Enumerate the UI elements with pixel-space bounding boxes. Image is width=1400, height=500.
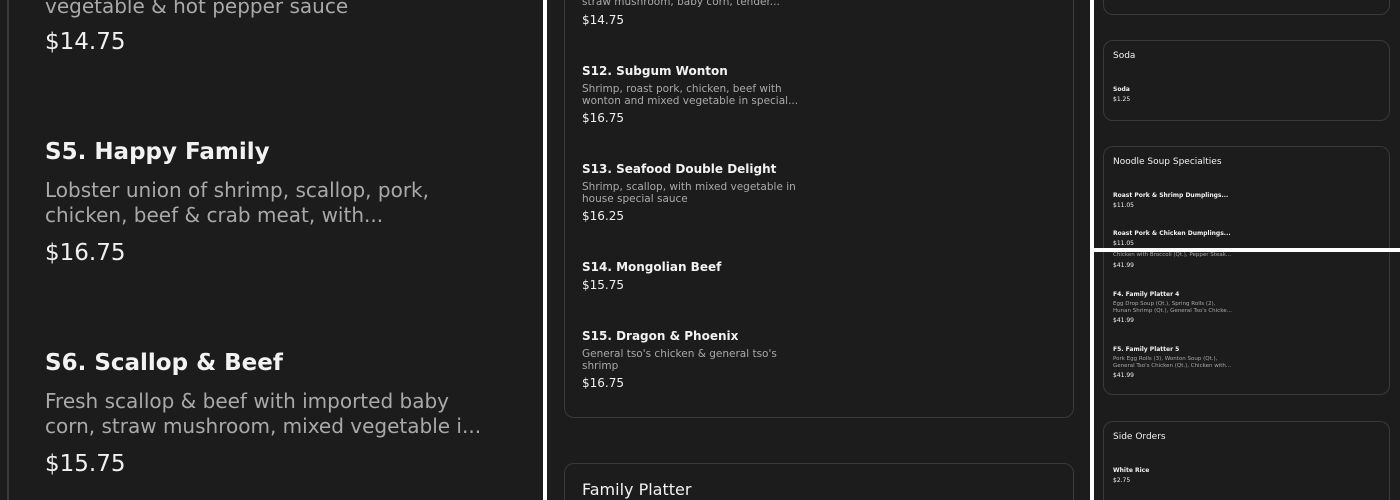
item-title: F4. Family Platter 4 bbox=[1113, 291, 1180, 298]
menu-section-card-noodle bbox=[1103, 146, 1390, 248]
item-price: $11.05 bbox=[1113, 202, 1134, 209]
item-desc: straw mushroom, baby corn, tender... bbox=[582, 0, 780, 8]
item-price: $16.75 bbox=[582, 111, 624, 125]
item-price: $14.75 bbox=[582, 13, 624, 27]
menu-section-card-side-orders bbox=[1103, 421, 1390, 500]
item-price: $1.25 bbox=[1113, 96, 1131, 103]
item-title: Roast Pork & Shrimp Dumplings... bbox=[1113, 192, 1229, 199]
item-desc: chicken, beef & crab meat, with... bbox=[45, 203, 384, 227]
item-desc: Fresh scallop & beef with imported baby bbox=[45, 389, 449, 413]
item-title: S13. Seafood Double Delight bbox=[582, 162, 777, 176]
middle-panel: straw mushroom, baby corn, tender... $14… bbox=[547, 0, 1090, 500]
menu-section-card-soda bbox=[1103, 40, 1390, 121]
item-price: $41.99 bbox=[1113, 317, 1134, 324]
item-desc: shrimp bbox=[582, 360, 619, 372]
item-title: S14. Mongolian Beef bbox=[582, 260, 722, 274]
item-price: $11.05 bbox=[1113, 240, 1134, 247]
item-title: S15. Dragon & Phoenix bbox=[582, 329, 739, 343]
item-price: $2.75 bbox=[1113, 477, 1131, 484]
item-title: F5. Family Platter 5 bbox=[1113, 346, 1180, 353]
item-price: $16.75 bbox=[45, 240, 126, 266]
section-heading: Soda bbox=[1113, 51, 1136, 61]
item-title: S6. Scallop & Beef bbox=[45, 350, 283, 376]
menu-section-card bbox=[564, 463, 1074, 500]
menu-section-card bbox=[1103, 252, 1390, 395]
section-heading: Noodle Soup Specialties bbox=[1113, 157, 1222, 167]
card-border bbox=[7, 0, 9, 500]
item-price: $16.25 bbox=[582, 209, 624, 223]
item-title: Soda bbox=[1113, 86, 1130, 93]
item-desc: General Tso's Chicken (Qt.), Chicken wit… bbox=[1113, 363, 1232, 369]
item-price: $16.75 bbox=[582, 376, 624, 390]
right-bottom-panel: Chicken with Broccoli (Qt.), Pepper Stea… bbox=[1094, 252, 1400, 500]
left-panel: vegetable & hot pepper sauce $14.75 S5. … bbox=[0, 0, 543, 500]
section-heading: Family Platter bbox=[582, 480, 692, 499]
item-desc: house special sauce bbox=[582, 193, 688, 205]
item-desc: General tso's chicken & general tso's bbox=[582, 348, 777, 360]
item-price: $41.99 bbox=[1113, 262, 1134, 269]
item-desc: Lobster union of shrimp, scallop, pork, bbox=[45, 178, 429, 202]
item-desc: Shrimp, scallop, with mixed vegetable in bbox=[582, 181, 796, 193]
item-price: $15.75 bbox=[45, 451, 126, 477]
item-title: S12. Subgum Wonton bbox=[582, 64, 728, 78]
right-top-panel: Soda Soda $1.25 Noodle Soup Specialties … bbox=[1094, 0, 1400, 248]
item-desc: wonton and mixed vegetable in special... bbox=[582, 95, 799, 107]
menu-section-card bbox=[1103, 0, 1390, 15]
item-desc: Hunan Shrimp (Qt.), General Tso's Chicke… bbox=[1113, 308, 1232, 314]
item-title: S5. Happy Family bbox=[45, 139, 270, 165]
item-price: $41.99 bbox=[1113, 372, 1134, 379]
item-price: $14.75 bbox=[45, 29, 126, 55]
item-price: $15.75 bbox=[582, 278, 624, 292]
item-desc: corn, straw mushroom, mixed vegetable i.… bbox=[45, 414, 482, 438]
menu-section-card bbox=[564, 0, 1074, 418]
item-desc: Egg Drop Soup (Qt.), Spring Rolls (2), bbox=[1113, 301, 1216, 307]
item-desc: Pork Egg Rolls (3), Wonton Soup (Qt.), bbox=[1113, 356, 1218, 362]
item-desc: Chicken with Broccoli (Qt.), Pepper Stea… bbox=[1113, 252, 1232, 258]
item-title: White Rice bbox=[1113, 467, 1150, 474]
item-desc: Shrimp, roast pork, chicken, beef with bbox=[582, 83, 782, 95]
item-title: Roast Pork & Chicken Dumplings... bbox=[1113, 230, 1231, 237]
section-heading: Side Orders bbox=[1113, 432, 1166, 442]
item-desc: vegetable & hot pepper sauce bbox=[45, 0, 349, 18]
